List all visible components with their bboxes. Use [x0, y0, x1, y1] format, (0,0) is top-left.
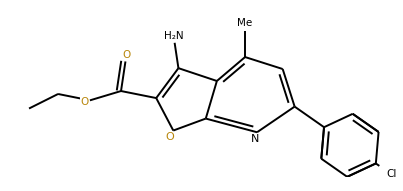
Text: O: O	[123, 50, 131, 60]
Text: Cl: Cl	[386, 169, 397, 179]
Text: O: O	[80, 97, 88, 107]
Text: N: N	[251, 134, 260, 144]
Text: Me: Me	[237, 18, 253, 28]
Text: H₂N: H₂N	[164, 31, 183, 41]
Text: O: O	[166, 132, 174, 142]
